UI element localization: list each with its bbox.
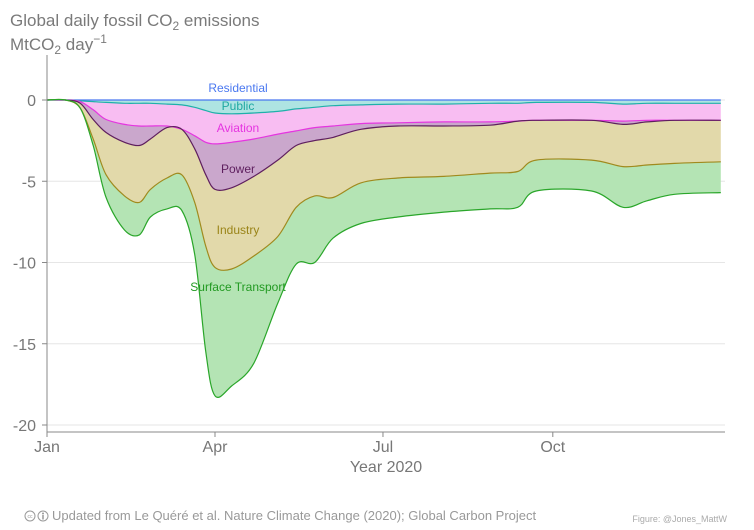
chart-title: Global daily fossil CO2 emissions	[10, 11, 260, 33]
area-public	[47, 99, 721, 114]
label-surface-transport: Surface Transport	[190, 280, 286, 294]
x-axis-label: Year 2020	[350, 459, 422, 476]
line-power	[46, 99, 721, 191]
y-tick-label: -15	[13, 337, 36, 354]
area-industry	[47, 99, 721, 271]
label-public: Public	[222, 99, 255, 113]
x-tick-label: Oct	[540, 439, 565, 456]
x-tick-label: Apr	[203, 439, 229, 456]
line-industry	[46, 98, 721, 271]
figure-credit: Figure: @Jones_MattW	[632, 514, 727, 524]
x-tick-label: Jan	[34, 439, 60, 456]
line-public	[46, 99, 721, 115]
source-note: Updated from Le Quéré et al. Nature Clim…	[52, 508, 537, 523]
label-industry: Industry	[217, 223, 260, 237]
x-ticks: Jan Apr Jul Oct	[34, 432, 566, 456]
y-tick-label: -5	[22, 174, 36, 191]
x-tick-label: Jul	[373, 439, 393, 456]
label-power: Power	[221, 162, 255, 176]
y-axis-label: MtCO2 day−1	[10, 32, 107, 57]
svg-text:cc: cc	[28, 514, 34, 520]
areas	[47, 99, 721, 398]
series-lines	[46, 98, 721, 398]
y-tick-label: -20	[13, 418, 36, 435]
y-ticks: 0 -5 -10 -15 -20	[13, 93, 47, 435]
area-power	[47, 99, 721, 191]
y-tick-label: 0	[27, 93, 36, 110]
cc-by-icons: cc	[24, 510, 49, 522]
area-aviation	[47, 99, 721, 144]
area-surface-transport	[47, 99, 721, 398]
line-surface-transport	[46, 98, 721, 398]
y-tick-label: -10	[13, 256, 36, 273]
label-aviation: Aviation	[217, 121, 259, 135]
label-residential: Residential	[208, 81, 267, 95]
